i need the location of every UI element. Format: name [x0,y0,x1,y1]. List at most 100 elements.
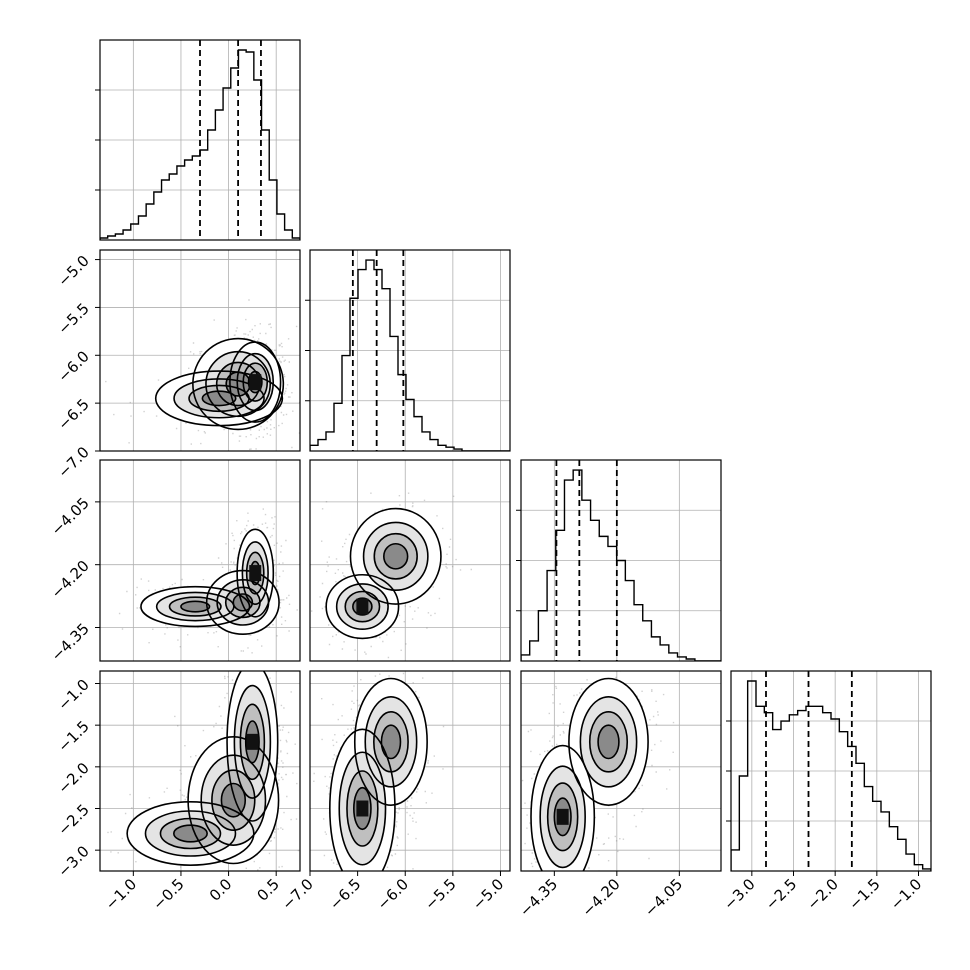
density-peak [556,808,569,825]
contour-line [325,573,400,640]
contour-line [338,751,387,866]
histogram-panel-3 [726,670,932,872]
contour-line [568,677,649,806]
density-peak [356,598,369,615]
panel-frame [309,670,511,872]
x-tick-label: −1.5 [845,875,883,913]
contour-line [546,782,579,852]
contour-line [346,770,379,847]
histogram-panel-1 [305,249,511,452]
panel-frame [99,670,301,872]
density-panel-1-0 [99,249,301,452]
contour-line [173,824,208,843]
contour-line [211,769,256,831]
panel-frame [309,459,511,662]
density-fill [180,601,210,612]
contour-line [383,542,409,570]
y-tick-label: −6.5 [54,395,92,433]
x-tick-label: 0.0 [206,875,236,905]
x-tick-label: −4.20 [578,875,623,920]
density-fill [598,725,619,759]
contour-line [140,585,251,628]
contour-line [180,600,211,613]
contour-line [352,597,373,616]
density-panel-3-0 [99,670,301,872]
histogram-panel-2 [516,459,722,662]
x-tick-label: −6.0 [374,875,412,913]
contour-line [373,532,418,580]
y-tick-label: −2.5 [54,801,92,839]
y-tick-label: −5.0 [54,252,92,290]
density-peak [249,565,262,582]
contour-line [530,744,596,871]
x-tick-label: −5.0 [469,875,507,913]
contour-line [241,541,269,605]
density-panel-2-1 [309,459,511,662]
density-fill [383,543,408,569]
contour-line [380,724,402,760]
contour-line [201,390,237,407]
y-tick-label: −3.0 [54,842,92,880]
x-tick-label: −3.0 [720,875,758,913]
contour-line [242,362,269,402]
y-tick-label: −1.0 [54,676,92,714]
contour-line [245,551,265,595]
contour-line [329,728,396,871]
y-tick-label: −4.35 [48,620,93,665]
contour-line [233,684,272,799]
contour-line [224,586,261,619]
density-fill [173,825,208,842]
y-tick-label: −6.0 [54,347,92,385]
panel-frame [520,670,722,872]
contour-line [126,801,255,866]
y-tick-label: −4.20 [48,557,93,602]
y-tick-label: −7.0 [54,443,92,481]
contour-line [362,521,429,592]
contour-line [200,754,267,846]
density-fill [381,725,401,759]
panel-frame [99,249,301,452]
contour-line [188,384,250,413]
contour-line [597,724,620,760]
panel-frame [520,459,722,662]
contour-line [353,786,372,831]
contour-line [539,765,586,869]
contour-line [220,782,247,818]
contour-line [364,696,418,788]
contour-line [168,596,222,617]
panel-frame [99,459,301,662]
contour-line [335,583,389,630]
density-panel-3-1 [309,670,511,872]
y-tick-label: −4.05 [48,494,93,539]
x-tick-label: −7.0 [278,875,316,913]
histogram-panel-0 [95,39,301,241]
contour-line [349,507,442,605]
contour-line [344,590,381,623]
contour-line [192,337,285,431]
contour-line [373,711,409,773]
y-tick-label: −2.0 [54,759,92,797]
histogram-step-line [731,680,931,871]
contour-line [244,720,260,764]
contour-line [232,593,254,612]
x-tick-label: −0.5 [149,875,187,913]
panel-frame [309,249,511,452]
density-panel-3-2 [520,670,722,872]
histogram-step-line [521,469,721,661]
contour-line [247,370,263,394]
contour-line [144,810,237,857]
contour-line [588,711,629,773]
x-tick-label: −2.5 [762,875,800,913]
density-peak [249,374,262,391]
y-tick-label: −5.5 [54,300,92,338]
density-peak [356,800,369,817]
contour-line [553,797,572,837]
x-tick-label: −5.5 [421,875,459,913]
density-peak [246,733,259,750]
contour-line [236,528,275,618]
density-panel-2-0 [99,459,301,662]
panel-frame [99,39,301,241]
contour-line [159,817,222,850]
contour-line [173,378,265,419]
